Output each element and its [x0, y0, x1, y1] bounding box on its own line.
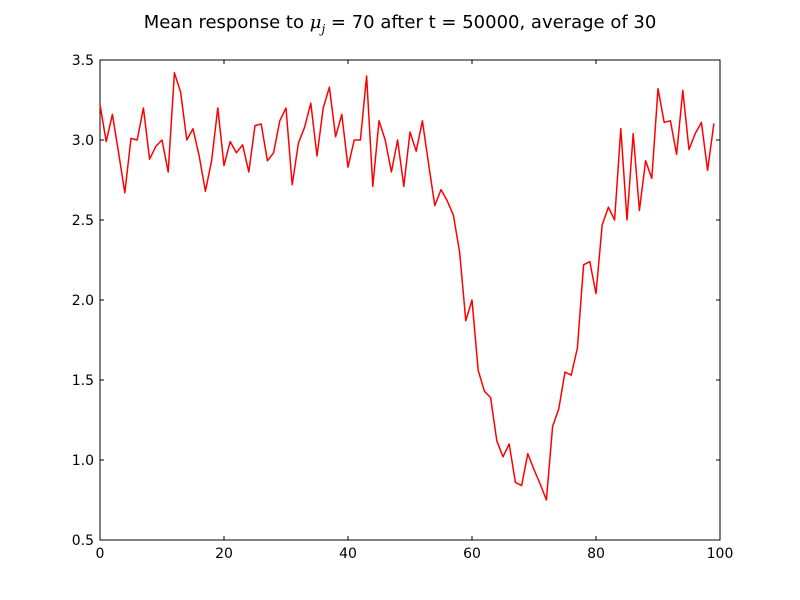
y-tick-label: 0.5 — [72, 533, 94, 549]
chart-title-subscript: j — [318, 22, 325, 36]
chart-title-symbol: μ — [310, 12, 322, 33]
y-tick-label: 1.5 — [72, 373, 94, 389]
y-axis-ticks: 0.5 1.0 1.5 2.0 2.5 3.0 3.5 — [72, 53, 720, 549]
x-axis-ticks: 0 20 40 60 80 100 — [96, 60, 734, 562]
plot-area — [99, 59, 721, 541]
x-tick-label: 20 — [215, 546, 233, 562]
y-tick-label: 3.0 — [72, 133, 94, 149]
chart-title-prefix: Mean response to — [144, 12, 310, 33]
x-tick-label: 80 — [587, 546, 605, 562]
series-layer — [99, 72, 715, 501]
chart-title: Mean response to μj = 70 after t = 50000… — [144, 12, 657, 36]
y-tick-label: 2.5 — [72, 213, 94, 229]
x-tick-label: 100 — [707, 546, 734, 562]
y-tick-label: 2.0 — [72, 293, 94, 309]
y-tick-label: 3.5 — [72, 53, 94, 69]
x-tick-label: 0 — [96, 546, 105, 562]
series-line-1 — [99, 72, 715, 501]
y-tick-label: 1.0 — [72, 453, 94, 469]
x-tick-label: 40 — [339, 546, 357, 562]
chart-title-suffix: = 70 after t = 50000, average of 30 — [325, 12, 656, 33]
x-tick-label: 60 — [463, 546, 481, 562]
